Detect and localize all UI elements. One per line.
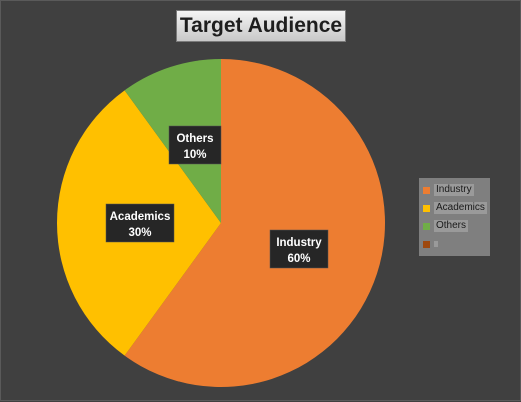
chart-legend: Industry Academics Others	[419, 178, 490, 256]
legend-item: Academics	[423, 199, 487, 217]
legend-swatch	[423, 240, 430, 248]
data-label-category: Others	[176, 133, 213, 145]
legend-label: Academics	[434, 202, 487, 214]
data-label-value: 30%	[128, 227, 151, 239]
legend-label: Others	[434, 220, 469, 232]
data-label-academics: Academics 30%	[105, 203, 175, 243]
legend-swatch	[423, 186, 430, 194]
data-label-category: Academics	[110, 211, 171, 223]
data-label-others: Others 10%	[168, 125, 222, 165]
legend-label: Industry	[434, 184, 474, 196]
legend-item	[423, 235, 486, 253]
data-label-value: 10%	[183, 149, 206, 161]
data-label-value: 60%	[287, 253, 310, 265]
data-label-category: Industry	[276, 237, 322, 249]
data-label-industry: Industry 60%	[269, 229, 329, 269]
legend-item: Industry	[423, 181, 486, 199]
legend-swatch	[423, 204, 430, 212]
chart-title: Target Audience	[176, 10, 346, 42]
legend-item: Others	[423, 217, 486, 235]
data-labels: Industry 60% Academics 30% Others 10%	[105, 125, 329, 269]
legend-label	[434, 241, 438, 247]
legend-swatch	[423, 222, 430, 230]
pie-slice-industry	[124, 59, 386, 387]
